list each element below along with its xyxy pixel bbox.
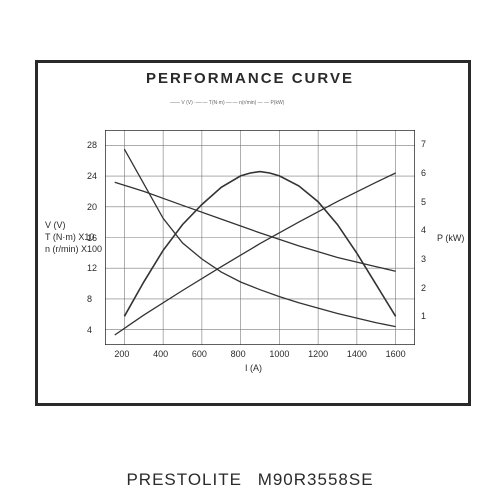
footer: PRESTOLITE M90R3558SE xyxy=(0,470,500,490)
x-tick: 600 xyxy=(192,349,207,359)
footer-part: M90R3558SE xyxy=(258,470,374,489)
x-tick: 1600 xyxy=(386,349,406,359)
y-right-tick: 4 xyxy=(421,225,426,235)
y-right-tick: 6 xyxy=(421,168,426,178)
x-axis-label: I (A) xyxy=(245,363,262,373)
y-right-tick: 7 xyxy=(421,139,426,149)
y-left-tick: 28 xyxy=(87,140,97,150)
x-tick: 1400 xyxy=(347,349,367,359)
y-left-tick: 24 xyxy=(87,171,97,181)
y-right-label: P (kW) xyxy=(437,233,464,243)
chart-svg xyxy=(105,130,415,345)
y-right-tick: 2 xyxy=(421,283,426,293)
legend-text: —— V (V) ·—·— T(N·m) —·— n(r/min) — — P(… xyxy=(170,100,284,106)
y-left-tick: 16 xyxy=(87,233,97,243)
y-left-tick: 8 xyxy=(87,294,92,304)
x-tick: 800 xyxy=(231,349,246,359)
x-tick: 200 xyxy=(114,349,129,359)
x-tick: 400 xyxy=(153,349,168,359)
y-left-tick: 4 xyxy=(87,325,92,335)
y-left-label-0: V (V) xyxy=(45,220,66,230)
y-right-tick: 3 xyxy=(421,254,426,264)
y-right-tick: 5 xyxy=(421,197,426,207)
y-right-tick: 1 xyxy=(421,311,426,321)
x-tick: 1200 xyxy=(308,349,328,359)
chart-title: PERFORMANCE CURVE xyxy=(0,70,500,87)
y-left-tick: 20 xyxy=(87,202,97,212)
x-tick: 1000 xyxy=(269,349,289,359)
chart-area xyxy=(105,130,415,345)
y-left-label-2: n (r/min) X100 xyxy=(45,244,102,254)
footer-brand: PRESTOLITE xyxy=(126,470,242,489)
y-left-tick: 12 xyxy=(87,263,97,273)
